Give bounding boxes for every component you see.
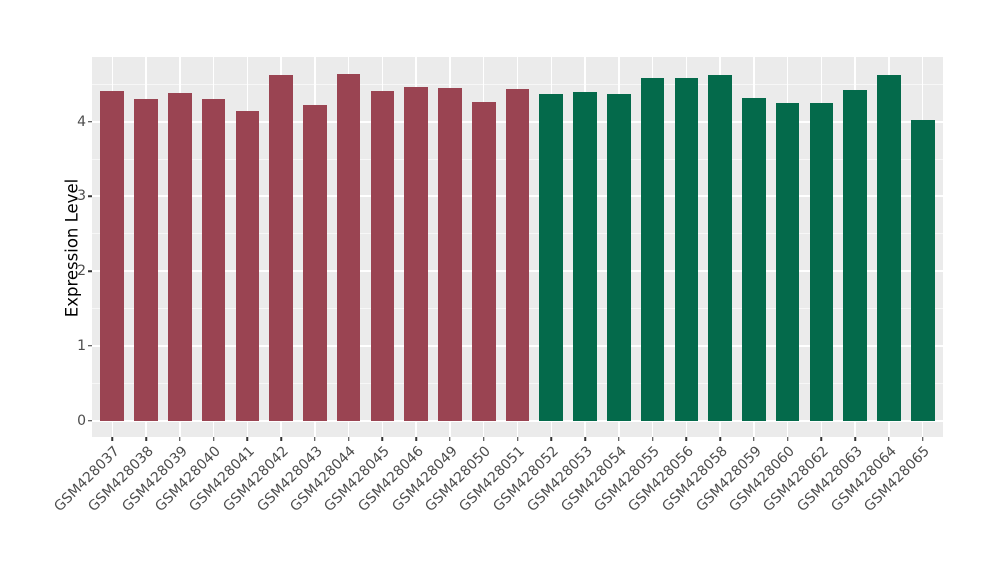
x-tick-mark bbox=[516, 437, 519, 441]
bar-gsm428056 bbox=[674, 78, 699, 421]
y-tick-mark bbox=[88, 195, 92, 198]
x-tick-mark bbox=[854, 437, 856, 441]
x-tick-mark bbox=[482, 437, 485, 441]
x-tick-mark bbox=[246, 437, 249, 441]
y-tick-label: 2 bbox=[77, 263, 86, 280]
x-tick-mark bbox=[685, 437, 688, 441]
y-tick-label: 4 bbox=[77, 113, 86, 130]
x-tick-mark bbox=[753, 437, 755, 441]
x-tick-mark bbox=[145, 437, 147, 441]
x-tick-mark bbox=[347, 437, 350, 441]
x-tick-mark bbox=[381, 437, 384, 441]
y-tick-label: 1 bbox=[77, 337, 86, 354]
y-tick-label: 0 bbox=[77, 412, 86, 429]
bar-gsm428038 bbox=[134, 98, 158, 421]
bar-gsm428053 bbox=[573, 91, 597, 421]
x-tick-mark bbox=[786, 437, 789, 441]
bar-gsm428050 bbox=[471, 102, 496, 421]
bar-gsm428059 bbox=[742, 97, 766, 421]
bar-gsm428064 bbox=[877, 74, 901, 421]
bar-gsm428062 bbox=[809, 103, 834, 421]
x-tick-mark bbox=[921, 437, 924, 441]
x-tick-mark bbox=[550, 437, 553, 441]
y-tick-label: 3 bbox=[77, 188, 86, 205]
bar-gsm428058 bbox=[708, 74, 732, 421]
bar-gsm428046 bbox=[404, 87, 428, 421]
bar-gsm428055 bbox=[640, 77, 665, 421]
bar-gsm428039 bbox=[167, 93, 192, 421]
bar-gsm428040 bbox=[201, 98, 226, 421]
y-tick-mark bbox=[88, 419, 92, 422]
bar-gsm428043 bbox=[303, 104, 327, 421]
plot-panel bbox=[92, 57, 943, 437]
x-tick-mark bbox=[449, 437, 451, 441]
x-tick-mark bbox=[212, 437, 215, 441]
x-tick-mark bbox=[179, 437, 181, 441]
bar-gsm428049 bbox=[438, 88, 462, 421]
bar-gsm428063 bbox=[843, 89, 867, 421]
y-tick-mark bbox=[88, 270, 92, 272]
bar-gsm428052 bbox=[539, 94, 564, 421]
x-tick-mark bbox=[584, 437, 586, 441]
bar-gsm428051 bbox=[505, 88, 530, 421]
x-tick-mark bbox=[415, 437, 417, 441]
bar-gsm428054 bbox=[606, 94, 631, 421]
bar-gsm428037 bbox=[100, 91, 125, 421]
x-tick-mark bbox=[719, 437, 721, 441]
bar-gsm428045 bbox=[370, 91, 395, 421]
bar-gsm428044 bbox=[336, 73, 361, 421]
y-tick-mark bbox=[88, 345, 92, 347]
bar-gsm428060 bbox=[775, 103, 800, 421]
x-tick-mark bbox=[314, 437, 316, 441]
y-tick-mark bbox=[88, 120, 92, 123]
x-tick-mark bbox=[111, 437, 113, 441]
x-tick-mark bbox=[618, 437, 620, 441]
x-tick-mark bbox=[820, 437, 823, 441]
x-tick-mark bbox=[888, 437, 890, 441]
bar-gsm428041 bbox=[235, 111, 260, 421]
x-tick-mark bbox=[280, 437, 282, 441]
bar-gsm428065 bbox=[910, 120, 935, 421]
x-tick-mark bbox=[651, 437, 654, 441]
bar-gsm428042 bbox=[269, 74, 293, 421]
